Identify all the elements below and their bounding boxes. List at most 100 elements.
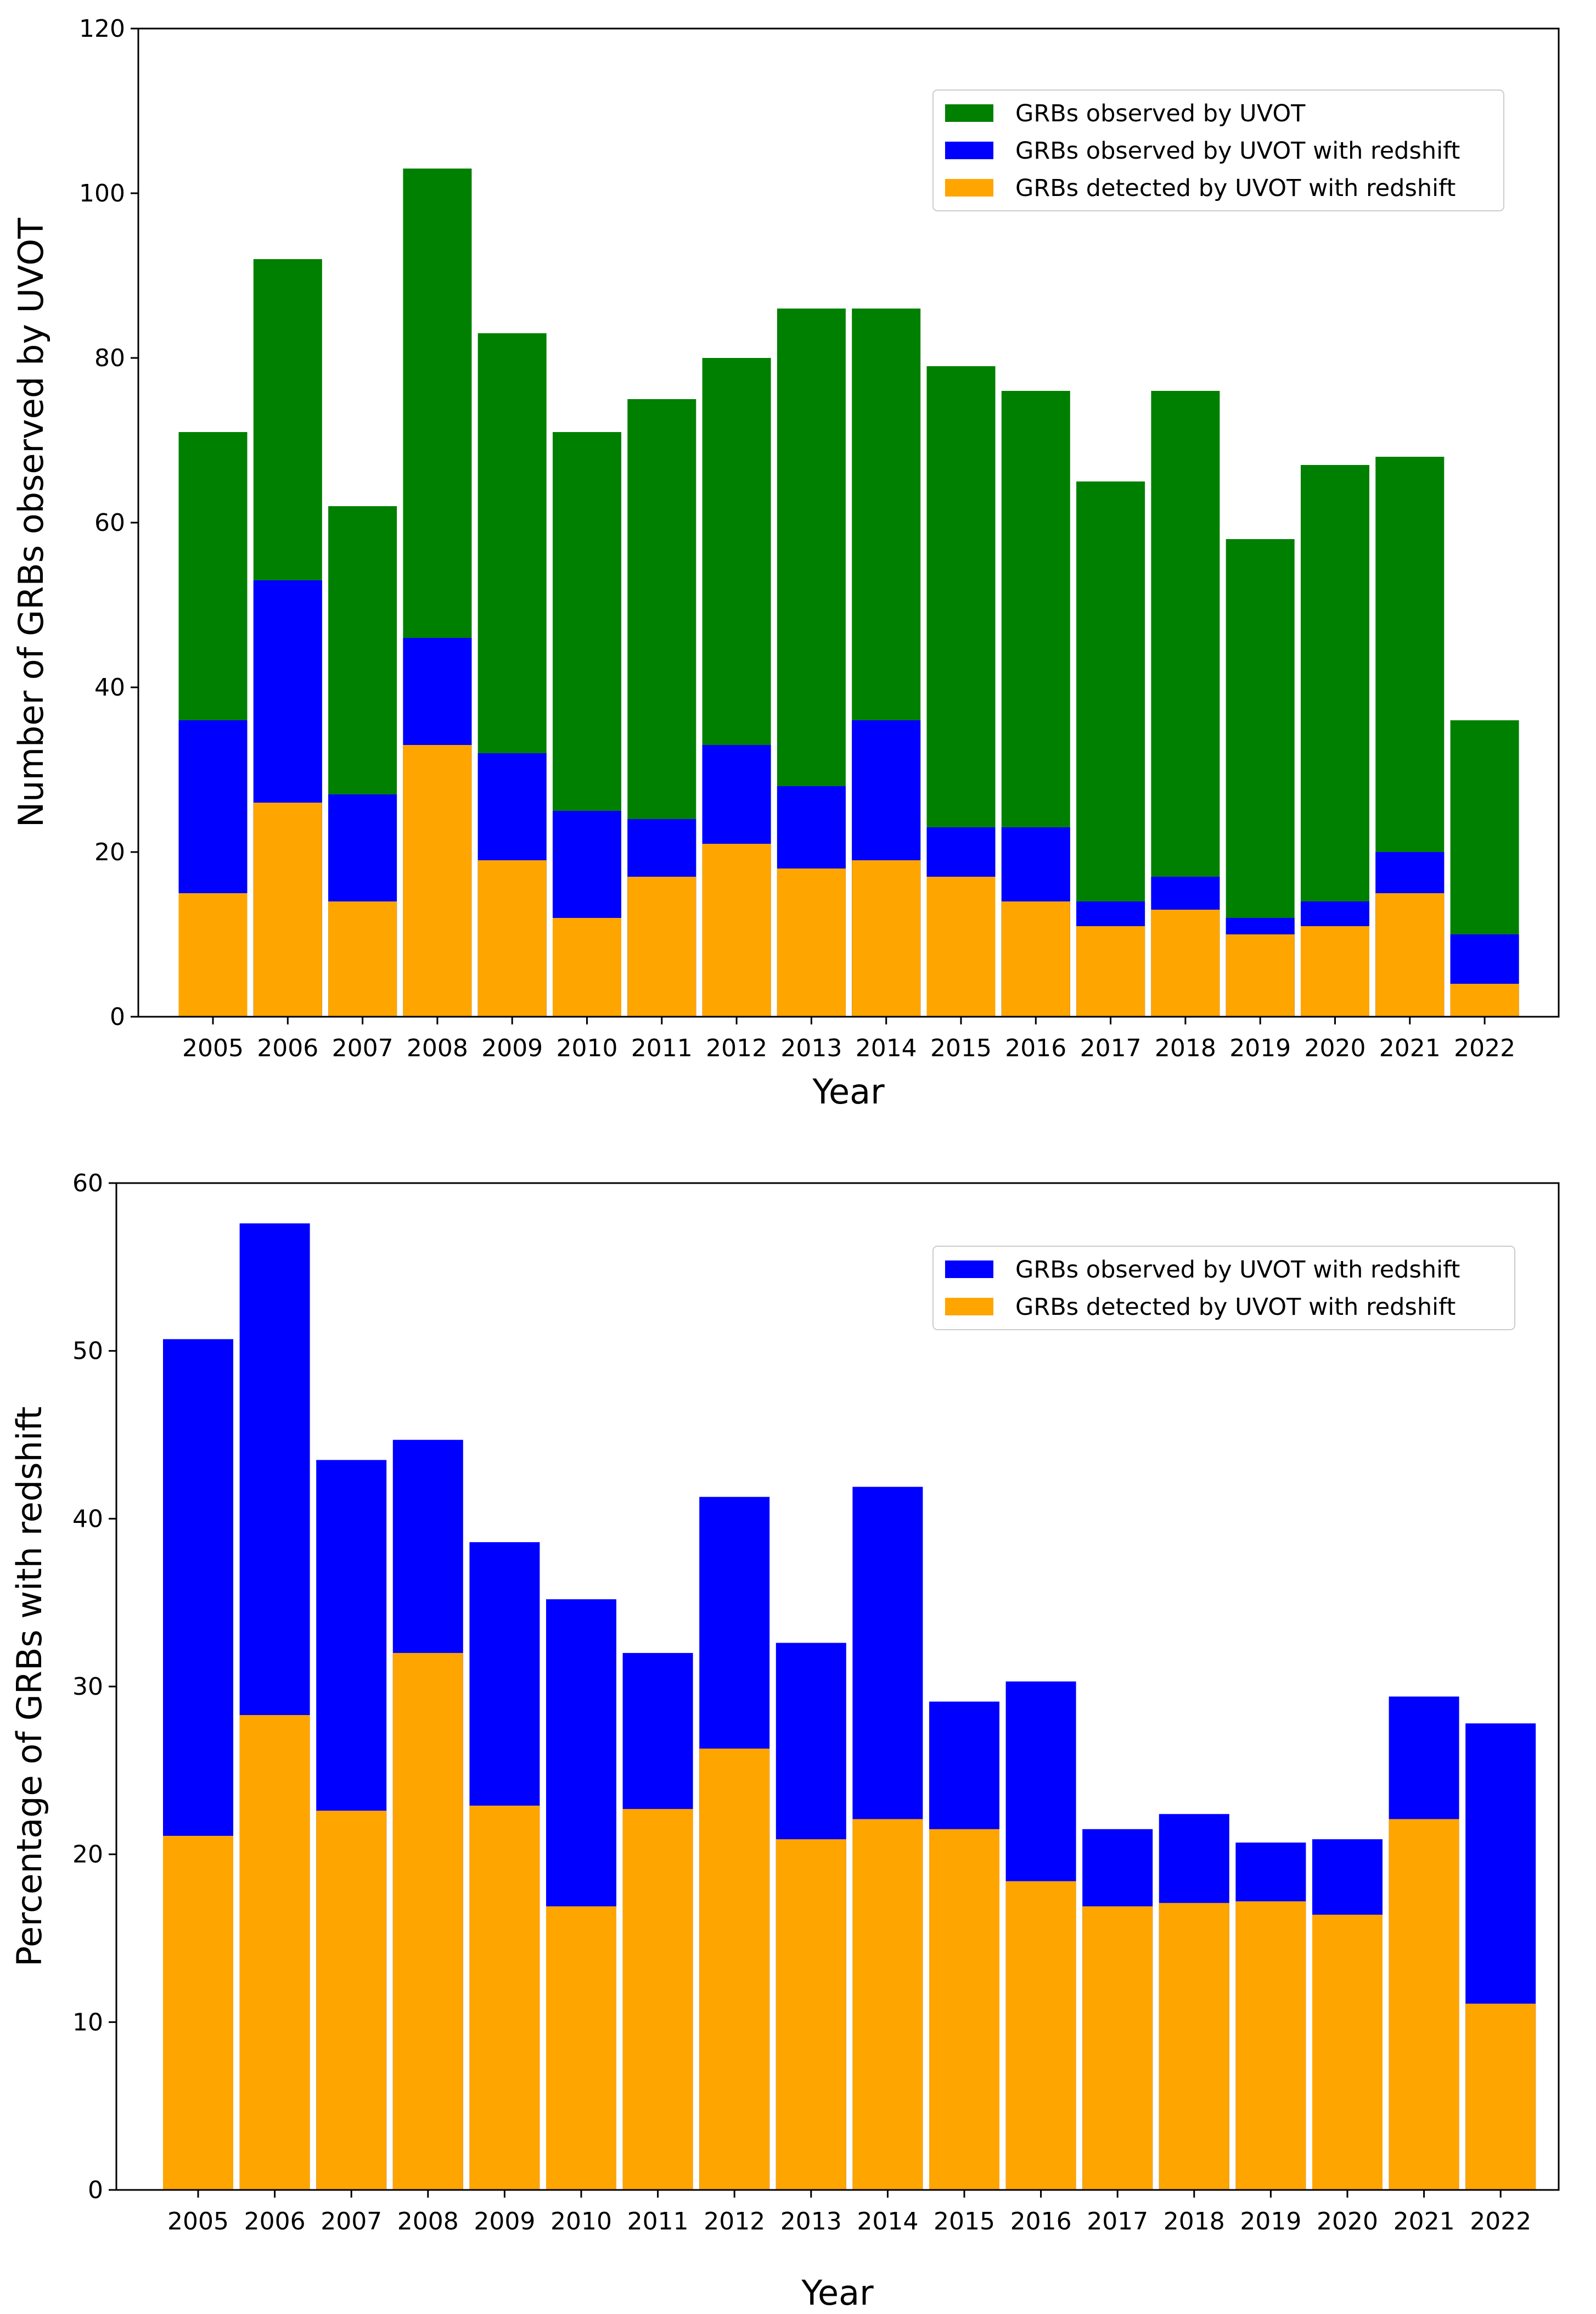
x-tick-label: 2019 — [1240, 2207, 1301, 2235]
legend-label: GRBs observed by UVOT with redshift — [1015, 1256, 1460, 1284]
bar-2010-series-3 — [553, 918, 621, 1017]
x-tick-label: 2014 — [856, 1034, 917, 1062]
bar-2011-series-2 — [622, 1809, 693, 2190]
x-tick-label: 2013 — [780, 1034, 842, 1062]
bar-2020-series-3 — [1301, 926, 1369, 1017]
bar-2012-series-3 — [702, 844, 771, 1017]
y-tick-label: 20 — [94, 838, 125, 866]
x-tick-label: 2009 — [481, 1034, 543, 1062]
bar-2014-series-3 — [852, 860, 921, 1017]
bar-2011-series-3 — [627, 877, 696, 1017]
legend-swatch — [945, 1260, 993, 1278]
bar-2007-series-2 — [316, 1811, 387, 2190]
bar-2019-series-2 — [1235, 1901, 1306, 2190]
x-tick-label: 2015 — [930, 1034, 992, 1062]
x-tick-label: 2009 — [474, 2207, 535, 2235]
y-tick-label: 50 — [72, 1337, 103, 1365]
bar-2008-series-2 — [392, 1652, 463, 2190]
x-tick-label: 2006 — [257, 1034, 318, 1062]
legend-swatch — [945, 142, 993, 159]
subplot-2: 0 10 20 30 40 50 60 2005 2006 2007 2008 2009 2010 201… — [9, 1169, 1560, 2313]
bar-2009-series-2 — [469, 1806, 540, 2190]
x-tick-label: 2022 — [1454, 1034, 1515, 1062]
x-tick-label: 2012 — [706, 1034, 767, 1062]
bar-2008-series-3 — [403, 745, 472, 1017]
bar-2016-series-2 — [1005, 1881, 1076, 2190]
legend-swatch — [945, 104, 993, 122]
bar-2012-series-2 — [699, 1749, 770, 2190]
x-tick-label: 2008 — [397, 2207, 459, 2235]
bar-2005-series-2 — [163, 1836, 233, 2190]
legend: GRBs observed by UVOT with redshift GRBs … — [932, 1246, 1515, 1330]
y-tick-label: 60 — [72, 1169, 103, 1197]
y-tick-label: 60 — [94, 509, 125, 537]
bar-2007-series-3 — [328, 901, 397, 1017]
bar-2022-series-3 — [1450, 984, 1519, 1017]
bar-2016-series-3 — [1001, 901, 1070, 1017]
bar-2013-series-2 — [775, 1839, 846, 2190]
bar-2005-series-3 — [178, 893, 248, 1017]
bar-2014-series-2 — [852, 1819, 923, 2190]
x-tick-label: 2021 — [1379, 1034, 1441, 1062]
x-tick-label: 2018 — [1155, 1034, 1216, 1062]
series-3-bars — [178, 745, 1519, 1017]
legend-label: GRBs observed by UVOT — [1015, 100, 1306, 127]
x-tick-label: 2019 — [1229, 1034, 1291, 1062]
x-tick-label: 2016 — [1010, 2207, 1072, 2235]
x-tick-label: 2020 — [1317, 2207, 1378, 2235]
bar-2019-series-3 — [1226, 934, 1295, 1017]
bar-2006-series-3 — [253, 803, 322, 1017]
x-tick-label: 2005 — [167, 2207, 229, 2235]
x-tick-label: 2007 — [321, 2207, 382, 2235]
legend-swatch — [945, 179, 993, 197]
y-tick-label: 120 — [79, 15, 125, 43]
x-tick-label: 2010 — [557, 1034, 618, 1062]
y-tick-label: 20 — [72, 1841, 103, 1869]
x-tick-label: 2015 — [934, 2207, 995, 2235]
legend-box — [932, 89, 1504, 211]
bar-2015-series-2 — [929, 1829, 999, 2190]
legend-swatch — [945, 1298, 993, 1315]
x-tick-label: 2020 — [1305, 1034, 1366, 1062]
bar-2013-series-3 — [777, 869, 846, 1017]
y-tick-label: 80 — [94, 344, 125, 372]
bar-2009-series-3 — [477, 860, 547, 1017]
x-tick-label: 2012 — [704, 2207, 765, 2235]
y-tick-label: 0 — [110, 1003, 125, 1031]
bar-2018-series-2 — [1159, 1903, 1229, 2190]
y-tick-label: 30 — [72, 1673, 103, 1701]
bar-2017-series-2 — [1082, 1906, 1153, 2190]
bar-2010-series-2 — [546, 1906, 616, 2190]
x-tick-label: 2018 — [1164, 2207, 1225, 2235]
bar-2017-series-3 — [1076, 926, 1145, 1017]
x-tick-label: 2010 — [550, 2207, 612, 2235]
bar-2021-series-2 — [1389, 1819, 1459, 2190]
bar-2015-series-3 — [926, 877, 996, 1017]
legend-box — [932, 1246, 1515, 1330]
y-tick-label: 10 — [72, 2008, 103, 2036]
legend-label: GRBs detected by UVOT with redshift — [1015, 175, 1455, 202]
y-axis-label: Number of GRBs observed by UVOT — [11, 217, 51, 827]
x-tick-label: 2016 — [1005, 1034, 1066, 1062]
bar-2022-series-2 — [1465, 2003, 1536, 2190]
legend-label: GRBs detected by UVOT with redshift — [1015, 1293, 1455, 1321]
x-tick-label: 2007 — [332, 1034, 394, 1062]
bar-2021-series-3 — [1375, 893, 1445, 1017]
subplot-1: 0 20 40 60 80 100 120 2005 2006 2007 2008 2009 2010 2… — [11, 15, 1560, 1112]
series-2-bars — [163, 1652, 1536, 2190]
x-tick-label: 2013 — [780, 2207, 842, 2235]
y-tick-label: 40 — [72, 1505, 103, 1533]
y-tick-label: 0 — [88, 2176, 103, 2204]
x-tick-label: 2021 — [1393, 2207, 1455, 2235]
x-tick-label: 2017 — [1087, 2207, 1148, 2235]
y-tick-label: 40 — [94, 674, 125, 702]
x-tick-label: 2008 — [407, 1034, 468, 1062]
x-tick-label: 2017 — [1080, 1034, 1142, 1062]
x-axis-label: Year — [801, 2273, 874, 2312]
x-tick-label: 2005 — [182, 1034, 244, 1062]
y-tick-label: 100 — [79, 180, 125, 208]
legend-label: GRBs observed by UVOT with redshift — [1015, 137, 1460, 165]
bar-2020-series-2 — [1312, 1914, 1383, 2190]
